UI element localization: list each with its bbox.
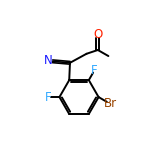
Text: N: N bbox=[44, 54, 53, 67]
Text: F: F bbox=[91, 64, 98, 77]
Text: Br: Br bbox=[104, 97, 117, 110]
Text: F: F bbox=[45, 91, 51, 104]
Text: O: O bbox=[93, 28, 102, 41]
